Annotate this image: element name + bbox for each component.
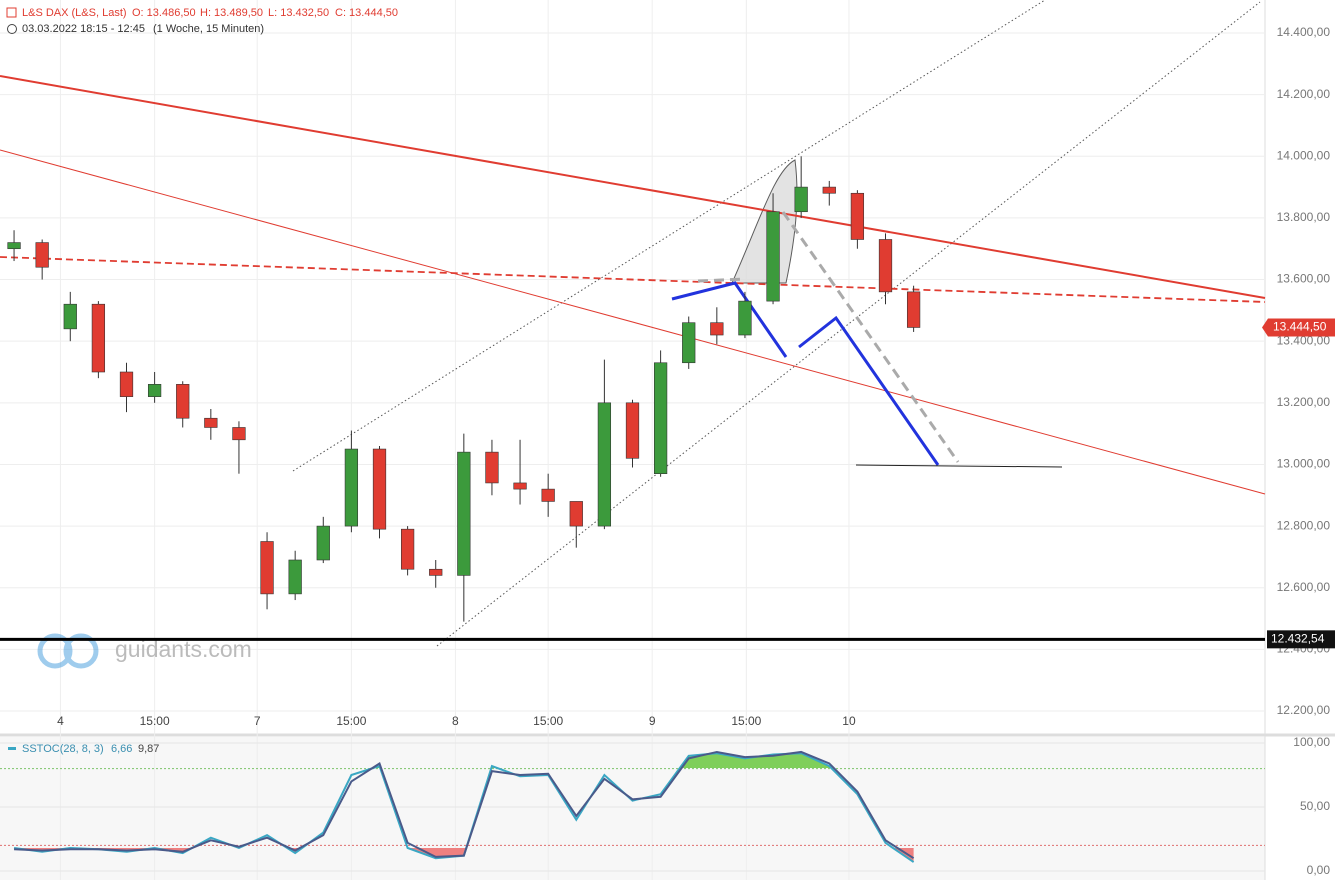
y-tick-label: 50,00 <box>1300 799 1330 813</box>
y-tick-label: 13.000,00 <box>1277 457 1331 471</box>
candle-body <box>232 427 246 441</box>
candle-body <box>597 402 612 527</box>
candle-body <box>147 384 162 397</box>
price-tag <box>1262 318 1335 337</box>
ohlc-high: H: 13.489,50 <box>200 7 263 19</box>
y-tick-label: 13.600,00 <box>1277 272 1331 286</box>
ohlc-low: L: 13.432,50 <box>268 7 329 19</box>
y-tick-label: 14.000,00 <box>1277 148 1331 162</box>
indicator-value: 9,87 <box>138 743 159 755</box>
candle-body <box>7 242 21 250</box>
stoch-line <box>14 750 915 860</box>
candle-body <box>485 451 499 484</box>
drawings <box>0 0 1266 647</box>
x-tick-label: 10 <box>842 714 856 728</box>
indicator-value: 6,66 <box>111 743 132 755</box>
ohlc-open: O: 13.486,50 <box>132 7 196 19</box>
candle-body <box>625 402 640 459</box>
y-tick-label: 100,00 <box>1293 735 1330 749</box>
x-tick-label: 15:00 <box>336 714 366 728</box>
period: (1 Woche, 15 Minuten) <box>153 23 264 35</box>
y-tick-label: 12.600,00 <box>1277 580 1331 594</box>
overbought-fill <box>373 753 832 768</box>
indicator-panel <box>0 737 1265 880</box>
candle-body <box>400 528 415 570</box>
candle-body <box>541 488 555 502</box>
candle-body <box>822 186 836 194</box>
candle-body <box>91 303 106 373</box>
last-price-label: 13.444,50 <box>1273 320 1327 334</box>
candle-body <box>878 239 893 293</box>
candle-body <box>850 192 865 240</box>
candle-body <box>63 303 77 330</box>
x-tick-label: 15:00 <box>140 714 170 728</box>
y-tick-label: 12.200,00 <box>1277 703 1331 717</box>
candle-body <box>710 322 724 336</box>
x-tick-label: 15:00 <box>533 714 563 728</box>
candle-body <box>738 300 752 336</box>
candle-body <box>513 482 527 490</box>
y-tick-label: 13.200,00 <box>1277 395 1331 409</box>
y-tick-label: 13.400,00 <box>1277 333 1331 347</box>
candle-body <box>288 559 302 595</box>
y-tick-label: 12.800,00 <box>1277 518 1331 532</box>
instrument-icon <box>6 7 17 18</box>
candle-body <box>653 362 668 475</box>
candle-body <box>429 568 443 576</box>
indicator-title: SSTOC(28, 8, 3) <box>22 743 104 755</box>
candle-body <box>316 525 330 561</box>
x-tick-label: 7 <box>254 714 261 728</box>
x-tick-label: 4 <box>57 714 64 728</box>
y-tick-label: 14.200,00 <box>1277 87 1331 101</box>
candle-body <box>794 186 808 213</box>
candle-body <box>569 501 583 527</box>
candle-body <box>344 448 359 527</box>
x-tick-label: 8 <box>452 714 459 728</box>
x-tick-label: 9 <box>649 714 656 728</box>
indicator-icon <box>8 747 16 750</box>
y-tick-label: 14.400,00 <box>1277 25 1331 39</box>
y-tick-label: 13.800,00 <box>1277 210 1331 224</box>
candle-body <box>176 384 190 419</box>
candle-body <box>119 371 134 397</box>
y-tick-label: 0,00 <box>1307 863 1331 877</box>
candle-body <box>766 211 780 302</box>
x-tick-label: 15:00 <box>731 714 761 728</box>
date-range: 03.03.2022 18:15 - 12:45 <box>22 23 145 35</box>
support-label: 12.432,54 <box>1271 632 1325 646</box>
candle-body <box>906 291 921 328</box>
ohlc-close: C: 13.444,50 <box>335 7 398 19</box>
candle-body <box>457 451 471 576</box>
candle-body <box>682 322 696 364</box>
instrument: L&S DAX (L&S, Last) <box>22 7 127 19</box>
candle-body <box>204 417 218 428</box>
candle-body <box>35 242 49 268</box>
clock-icon <box>7 24 17 34</box>
candle-body <box>372 448 387 530</box>
candle-body <box>260 541 274 595</box>
price-tag <box>1267 630 1335 649</box>
watermark-logo <box>37 633 99 669</box>
